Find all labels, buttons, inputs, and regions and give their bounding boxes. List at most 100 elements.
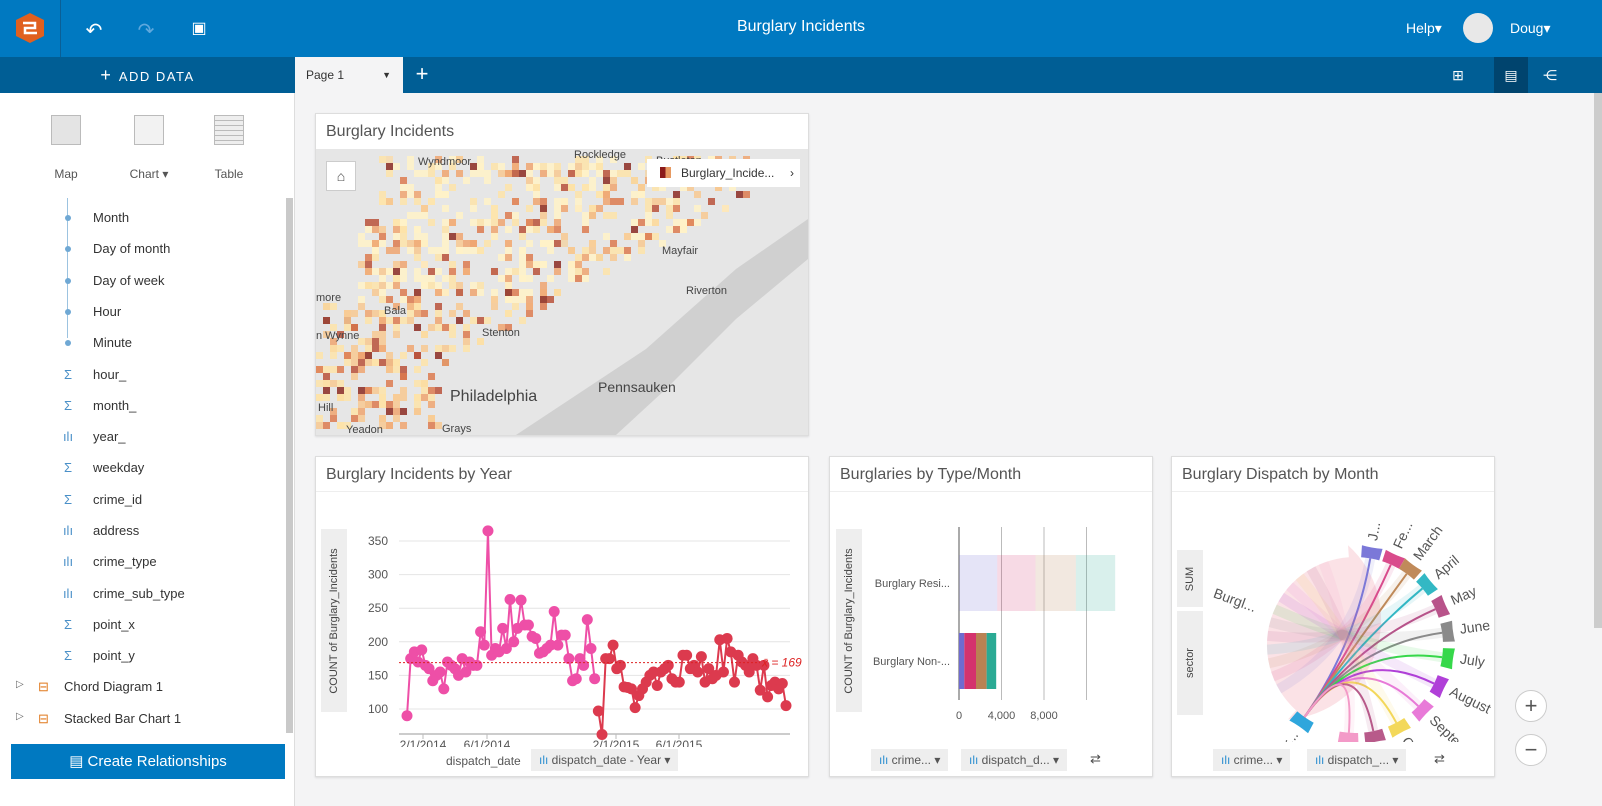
heat-cell [505, 310, 512, 317]
field-item[interactable]: ılı address [0, 523, 285, 554]
x-tick-label: 0 [956, 710, 962, 722]
bar-segment [964, 633, 976, 689]
dataset-item[interactable]: ▷ ⊟ Chord Diagram 1 [0, 679, 285, 710]
zoom-out-button[interactable]: − [1515, 734, 1547, 766]
heat-cell [512, 303, 519, 310]
expand-icon[interactable]: ▷ [16, 710, 24, 722]
heat-cell [540, 296, 547, 303]
expand-icon[interactable]: ▷ [16, 679, 24, 690]
heat-cell [652, 233, 659, 240]
heat-cell [379, 191, 386, 198]
field-item[interactable]: ılı year_ [0, 429, 285, 460]
heat-cell [561, 233, 568, 240]
field-item[interactable]: Month [0, 210, 285, 241]
subgroup-selector[interactable]: ılı dispatch_d... ▾ [961, 749, 1068, 771]
heat-cell [435, 268, 442, 275]
heat-cell [393, 408, 400, 415]
heat-cell [554, 240, 561, 247]
field-label: address [93, 523, 140, 538]
heat-cell [456, 233, 463, 240]
data-point [780, 700, 792, 712]
swap-icon[interactable]: ⇄ [1434, 751, 1445, 766]
field-item[interactable]: ılı crime_sub_type [0, 586, 285, 617]
dataset-item[interactable]: ▷ ⊟ Stacked Bar Chart 1 [0, 711, 285, 742]
heat-cell [631, 177, 638, 184]
save-icon[interactable]: ▣ [191, 20, 207, 37]
table-button[interactable]: Table [199, 115, 259, 181]
relationship-view-icon[interactable]: ⋲ [1543, 67, 1557, 83]
heat-cell [638, 163, 645, 170]
page-scrollbar[interactable] [1594, 93, 1602, 628]
create-relationships-button[interactable]: ▤ Create Relationships [11, 744, 285, 779]
heat-cell [414, 268, 421, 275]
heat-cell [442, 177, 449, 184]
heat-cell [344, 394, 351, 401]
heat-legend-icon [660, 167, 671, 178]
user-menu[interactable]: Doug▾ [1510, 20, 1551, 36]
heat-cell [421, 345, 428, 352]
field-item[interactable]: Day of month [0, 241, 285, 272]
heat-cell [575, 205, 582, 212]
y-axis-field-selector[interactable]: COUNT of Burglary_Incidents [836, 529, 862, 712]
heat-cell [400, 184, 407, 191]
target-selector[interactable]: ılı dispatch_... ▾ [1307, 749, 1407, 771]
tab-page-1[interactable]: Page 1 ▼ [295, 57, 403, 93]
field-item[interactable]: Hour [0, 304, 285, 335]
layer-legend[interactable]: Burglary_Incide... › [647, 159, 800, 187]
sector-selector[interactable]: sector [1177, 611, 1203, 715]
field-item[interactable]: ılı crime_type [0, 554, 285, 585]
field-item[interactable]: Day of week [0, 273, 285, 304]
category-selector[interactable]: ılı crime... ▾ [871, 749, 949, 771]
data-point [482, 525, 494, 537]
avatar[interactable] [1463, 13, 1493, 43]
heat-cell [337, 345, 344, 352]
home-icon[interactable]: ⌂ [326, 161, 356, 191]
field-item[interactable]: Minute [0, 335, 285, 366]
zoom-in-button[interactable]: + [1515, 690, 1547, 722]
source-selector[interactable]: ılı crime... ▾ [1213, 749, 1291, 771]
divider [60, 0, 61, 57]
bar-segment [959, 633, 965, 689]
heat-cell [568, 261, 575, 268]
heat-cell [358, 352, 365, 359]
help-menu[interactable]: Help▾ [1406, 20, 1442, 36]
sum-selector[interactable]: SUM [1177, 550, 1203, 607]
field-label: year_ [93, 429, 126, 445]
chord-label: August [1447, 683, 1493, 717]
map-button[interactable]: Map [36, 115, 96, 181]
scrollbar[interactable] [286, 198, 293, 733]
grid-view-icon[interactable]: ⊞ [1452, 67, 1464, 83]
data-point [522, 619, 534, 631]
heat-cell [435, 156, 442, 163]
group-by-selector[interactable]: ılı dispatch_date - Year ▾ [531, 749, 679, 771]
add-page-button[interactable]: + [415, 61, 429, 86]
y-axis-field-selector[interactable]: COUNT of Burglary_Incidents [321, 529, 347, 712]
string-field-icon: ılı [62, 554, 74, 570]
heat-cell [533, 184, 540, 191]
layout-view-icon[interactable]: ▤ [1494, 57, 1528, 93]
heat-cell [379, 415, 386, 422]
date-part-icon [65, 340, 71, 347]
page-tab-label: Page 1 [306, 68, 345, 82]
heat-cell [400, 198, 407, 205]
redo-icon[interactable]: ↷ [137, 20, 155, 42]
heat-cell [526, 205, 533, 212]
chord-label: Fe... [1390, 519, 1416, 551]
chart-button[interactable]: Chart ▾ [119, 115, 179, 181]
heat-map[interactable]: WyndmoorRockledgeBustletonMayfairRiverto… [316, 149, 808, 435]
swap-icon[interactable]: ⇄ [1090, 751, 1101, 766]
undo-icon[interactable]: ↶ [85, 20, 103, 42]
month-arc [1364, 728, 1386, 742]
heat-cell [512, 268, 519, 275]
add-data-button[interactable]: + ADD DATA [0, 57, 295, 93]
heat-cell [610, 184, 617, 191]
heat-cell [526, 219, 533, 226]
chevron-down-icon[interactable]: ▼ [382, 70, 391, 80]
data-point [570, 673, 582, 685]
